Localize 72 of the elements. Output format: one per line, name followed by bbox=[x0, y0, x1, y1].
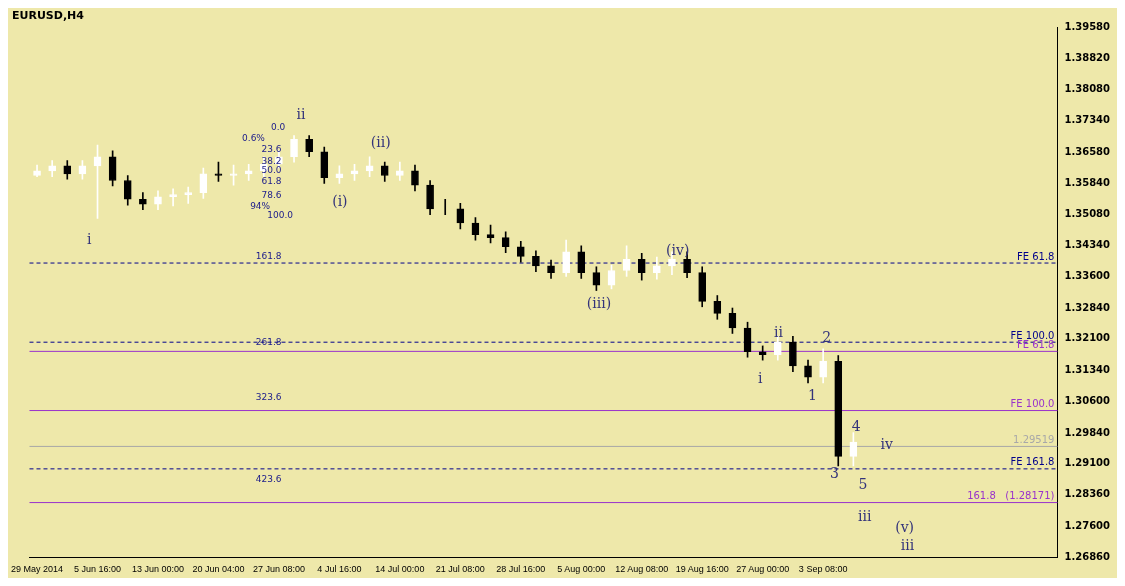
x-tick-label: 12 Aug 08:00 bbox=[615, 564, 669, 575]
annotation: 61.8 bbox=[261, 175, 282, 186]
y-tick-label: 1.27600 bbox=[1064, 519, 1111, 531]
candlestick bbox=[184, 186, 193, 204]
x-tick-label: 27 Aug 00:00 bbox=[736, 564, 790, 575]
ref-line-label: 1.29519 bbox=[1013, 434, 1055, 445]
y-tick-label: 1.32840 bbox=[1064, 301, 1111, 313]
ref-line-label: FE 61.8 bbox=[1016, 250, 1055, 262]
x-tick-label: 3 Sep 08:00 bbox=[798, 564, 848, 575]
annotation: 323.6 bbox=[255, 391, 282, 402]
y-tick-label: 1.39580 bbox=[1064, 20, 1111, 32]
annotation: 423.6 bbox=[255, 474, 282, 485]
annotation: iii bbox=[900, 537, 915, 554]
y-tick-label: 1.29840 bbox=[1064, 426, 1111, 438]
annotation: (v) bbox=[895, 519, 915, 536]
y-tick-label: 1.31340 bbox=[1064, 364, 1111, 376]
annotation: 38.2 bbox=[261, 155, 282, 166]
annotation: 2 bbox=[822, 328, 832, 345]
x-tick-label: 21 Jul 08:00 bbox=[435, 564, 485, 575]
y-tick-label: 1.38080 bbox=[1064, 83, 1111, 95]
annotation: ii bbox=[773, 324, 784, 341]
annotation: 261.8 bbox=[255, 337, 282, 348]
ref-line-label: FE 100.0 bbox=[1010, 398, 1055, 410]
ref-line-label: 161.8 (1.28171) bbox=[967, 490, 1055, 502]
x-tick-label: 20 Jun 04:00 bbox=[192, 564, 245, 575]
y-tick-label: 1.30600 bbox=[1064, 394, 1111, 406]
ref-line-label: FE 161.8 bbox=[1010, 456, 1055, 468]
annotation: 0.6% bbox=[242, 132, 266, 143]
annotation: 94% bbox=[250, 201, 271, 212]
annotation: (iv) bbox=[666, 242, 690, 259]
x-tick-label: 27 Jun 08:00 bbox=[252, 564, 305, 575]
y-tick-label: 1.35840 bbox=[1064, 176, 1111, 188]
x-tick-label: 4 Jul 16:00 bbox=[317, 564, 362, 575]
y-tick-label: 1.38820 bbox=[1064, 52, 1111, 64]
x-tick-label: 28 Jul 16:00 bbox=[496, 564, 546, 575]
y-tick-label: 1.28360 bbox=[1064, 488, 1111, 500]
annotation: iii bbox=[858, 507, 873, 524]
annotation: 4 bbox=[851, 418, 861, 435]
annotation: (iii) bbox=[586, 294, 612, 311]
annotation: 1 bbox=[808, 387, 818, 404]
annotation: (ii) bbox=[370, 133, 391, 150]
y-tick-label: 1.37340 bbox=[1064, 114, 1111, 126]
candlestick bbox=[169, 188, 177, 207]
ref-line-label: FE 61.8 bbox=[1016, 338, 1055, 350]
y-tick-label: 1.32100 bbox=[1064, 332, 1111, 344]
y-tick-label: 1.34340 bbox=[1064, 239, 1111, 251]
annotation: 0.0 bbox=[271, 122, 286, 133]
annotation: 78.6 bbox=[261, 189, 282, 200]
x-tick-label: 5 Aug 00:00 bbox=[557, 564, 606, 575]
y-tick-label: 1.35080 bbox=[1064, 208, 1111, 220]
annotation: 50.0 bbox=[261, 165, 282, 176]
y-tick-label: 1.33600 bbox=[1064, 269, 1111, 281]
y-tick-label: 1.26860 bbox=[1064, 550, 1111, 562]
annotation: (i) bbox=[332, 192, 348, 209]
x-tick-label: 5 Jun 16:00 bbox=[73, 564, 122, 575]
x-tick-label: 14 Jul 00:00 bbox=[375, 564, 425, 575]
x-tick-label: 29 May 2014 bbox=[11, 564, 64, 575]
annotation: 161.8 bbox=[255, 250, 282, 261]
y-tick-label: 1.29100 bbox=[1064, 457, 1111, 469]
annotation: i bbox=[758, 369, 764, 386]
x-tick-label: 13 Jun 00:00 bbox=[131, 564, 185, 575]
annotation: 100.0 bbox=[267, 209, 294, 220]
chart-title: EURUSD,H4 bbox=[12, 9, 85, 23]
x-tick-label: 19 Aug 16:00 bbox=[675, 564, 729, 575]
annotation: 23.6 bbox=[261, 144, 282, 155]
annotation: iv bbox=[880, 435, 893, 452]
y-tick-label: 1.36580 bbox=[1064, 145, 1111, 157]
annotation: 5 bbox=[858, 476, 868, 493]
annotation: 3 bbox=[829, 465, 839, 482]
annotation: ii bbox=[296, 106, 306, 123]
ref-line-label: FE 100.0 bbox=[1010, 329, 1055, 341]
annotation: i bbox=[87, 230, 93, 247]
